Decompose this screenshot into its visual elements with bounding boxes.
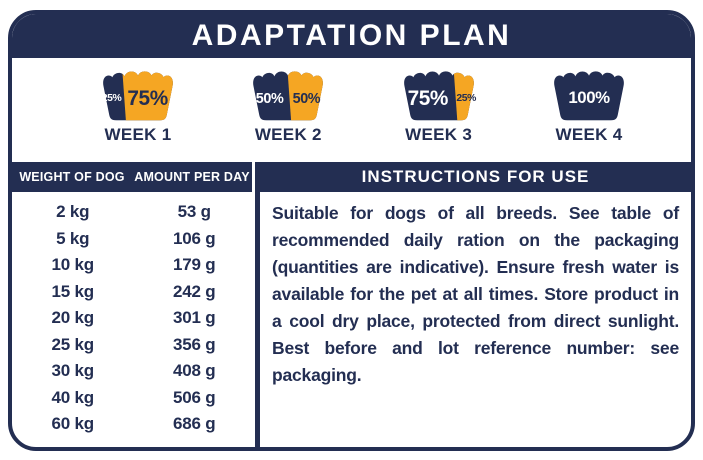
amount-cell: 242 g (173, 281, 216, 301)
old-food-percent: 25% (102, 93, 122, 104)
adaptation-plan-card: ADAPTATION PLAN 25% 75% WEEK 1 (8, 10, 695, 451)
weight-cell: 15 kg (51, 281, 95, 301)
weight-cell: 2 kg (56, 202, 90, 222)
weight-cell: 60 kg (51, 414, 95, 434)
instructions-header: INSTRUCTIONS FOR USE (260, 162, 691, 192)
weight-cell: 10 kg (51, 255, 95, 275)
table-row: 30 kg 408 g (12, 358, 255, 385)
title-band: ADAPTATION PLAN (12, 14, 691, 58)
lower-section: WEIGHT OF DOG AMOUNT PER DAY 2 kg 53 g 5 … (12, 162, 691, 447)
feeding-table-pane: WEIGHT OF DOG AMOUNT PER DAY 2 kg 53 g 5 … (12, 162, 260, 447)
week-1-block: 25% 75% WEEK 1 (74, 66, 202, 162)
table-row: 10 kg 179 g (12, 252, 255, 279)
food-bowl-icon: 75% 25% (403, 71, 476, 121)
new-food-percent: 25% (456, 93, 476, 104)
week-label: WEEK 1 (104, 125, 172, 144)
food-bowl-icon: 50% 50% (253, 71, 324, 121)
old-food-percent: 50% (256, 91, 284, 107)
instructions-title: INSTRUCTIONS FOR USE (361, 167, 590, 186)
instructions-pane: INSTRUCTIONS FOR USE Suitable for dogs o… (260, 162, 691, 447)
old-food-percent: 75% (407, 87, 447, 110)
table-row: 2 kg 53 g (12, 199, 255, 226)
table-row: 40 kg 506 g (12, 385, 255, 412)
table-row: 15 kg 242 g (12, 279, 255, 306)
column-header-weight: WEIGHT OF DOG (19, 170, 125, 184)
food-bowl-icon: 25% 75% (102, 71, 173, 121)
week-label: WEEK 4 (555, 125, 623, 144)
week-label: WEEK 3 (405, 125, 473, 144)
feeding-table-rows: 2 kg 53 g 5 kg 106 g 10 kg 179 g 15 kg 242 g… (12, 192, 255, 438)
new-food-percent: 75% (127, 87, 167, 110)
table-row: 20 kg 301 g (12, 305, 255, 332)
week-3-block: 75% 25% WEEK 3 (375, 66, 503, 162)
amount-cell: 179 g (173, 255, 216, 275)
amount-cell: 301 g (173, 308, 216, 328)
week-2-block: 50% 50% WEEK 2 (224, 66, 352, 162)
instructions-body: Suitable for dogs of all breeds. See tab… (272, 203, 679, 385)
new-food-percent: 100% (568, 88, 610, 107)
week-label: WEEK 2 (254, 125, 322, 144)
food-bowl-icon: 100% (554, 71, 624, 121)
table-row: 5 kg 106 g (12, 226, 255, 253)
amount-cell: 506 g (173, 387, 216, 407)
column-header-amount: AMOUNT PER DAY (134, 170, 250, 184)
new-food-percent: 50% (293, 91, 321, 107)
weight-cell: 30 kg (51, 361, 95, 381)
week-4-block: 100% WEEK 4 (525, 66, 653, 162)
table-row: 60 kg 686 g (12, 411, 255, 438)
amount-cell: 686 g (173, 414, 216, 434)
page-title: ADAPTATION PLAN (191, 19, 512, 52)
weekly-bowls-row: 25% 75% WEEK 1 50% 50% WEEK 2 (12, 58, 691, 162)
amount-cell: 53 g (177, 202, 211, 222)
amount-cell: 106 g (173, 228, 216, 248)
table-row: 25 kg 356 g (12, 332, 255, 359)
weight-cell: 25 kg (51, 334, 95, 354)
feeding-table-header: WEIGHT OF DOG AMOUNT PER DAY (12, 162, 252, 192)
weight-cell: 20 kg (51, 308, 95, 328)
amount-cell: 356 g (173, 334, 216, 354)
weight-cell: 5 kg (56, 228, 90, 248)
weight-cell: 40 kg (51, 387, 95, 407)
amount-cell: 408 g (173, 361, 216, 381)
